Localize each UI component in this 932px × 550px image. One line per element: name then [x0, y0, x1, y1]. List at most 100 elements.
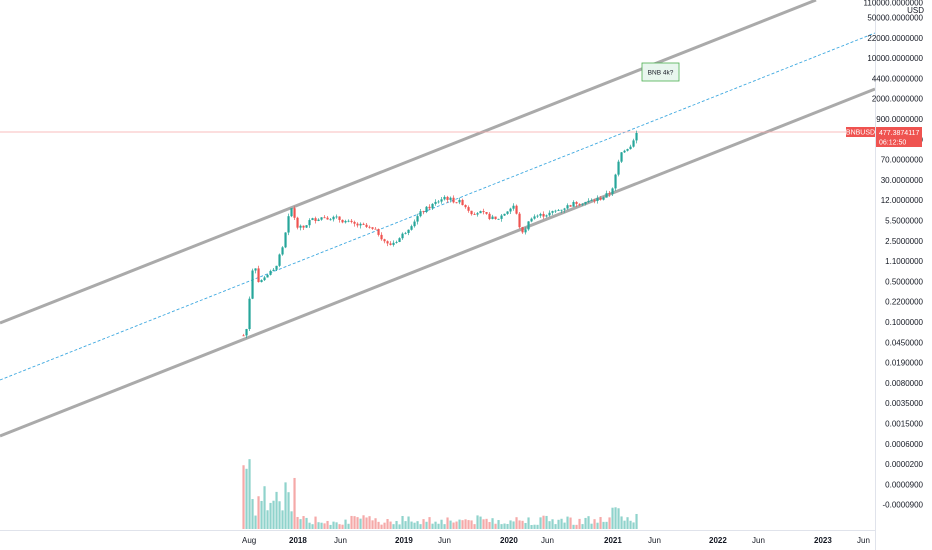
channel-mid-line[interactable] — [0, 32, 876, 381]
volume-bar — [368, 516, 371, 529]
price-axis-label: 22000.0000000 — [867, 34, 923, 43]
price-axis-label: 0.0015000 — [885, 420, 923, 429]
candle-body — [629, 146, 632, 150]
candle-body — [290, 208, 293, 217]
volume-bar — [284, 482, 287, 529]
candle-body — [536, 215, 539, 217]
candle-body — [479, 211, 482, 214]
candle-body — [341, 219, 344, 223]
volume-bar — [392, 524, 395, 529]
price-axis-label: 900.0000000 — [876, 115, 923, 124]
candle-body — [482, 211, 485, 213]
volume-bar — [608, 517, 611, 529]
candle-body — [350, 220, 353, 222]
candle-body — [587, 200, 590, 202]
candle-body — [368, 226, 371, 228]
candle-body — [434, 201, 437, 204]
volume-bar — [404, 521, 407, 529]
volume-bar — [296, 516, 299, 529]
volume-bar — [545, 515, 548, 529]
volume-bar — [590, 523, 593, 529]
volume-bar — [455, 521, 458, 529]
volume-bar — [554, 524, 557, 529]
time-axis-label: Jun — [857, 536, 870, 545]
volume-bar — [587, 516, 590, 529]
candle-body — [380, 234, 383, 240]
price-axis-label: 0.2200000 — [885, 298, 923, 307]
volume-bar — [281, 510, 284, 529]
candle-body — [305, 225, 308, 228]
volume-bar — [350, 515, 353, 529]
price-axis-label: 50000.0000000 — [867, 14, 923, 23]
volume-bar — [248, 459, 251, 529]
time-axis-label: 2023 — [814, 536, 832, 545]
volume-bar — [596, 522, 599, 529]
volume-bar — [365, 517, 368, 529]
volume-bar — [419, 524, 422, 529]
volume-bar — [326, 520, 329, 529]
volume-bar — [245, 468, 248, 529]
candle-body — [386, 241, 389, 244]
candle-body — [560, 209, 563, 211]
candle-body — [530, 218, 533, 222]
candle-body — [293, 208, 296, 218]
volume-bars — [242, 459, 638, 529]
price-axis-label: 110000.0000000 — [864, 0, 924, 8]
candle-body — [539, 213, 542, 216]
price-axis-label: 0.0000900 — [885, 480, 923, 489]
candle-body — [593, 200, 596, 202]
volume-bar — [335, 522, 338, 529]
candle-body — [596, 198, 599, 201]
volume-bar — [563, 522, 566, 529]
volume-bar — [446, 517, 449, 529]
candle-body — [542, 213, 545, 217]
candle-body — [632, 140, 635, 147]
candle-body — [353, 221, 356, 224]
volume-bar — [344, 519, 347, 529]
last-price-value: 477.3874117 — [879, 130, 919, 137]
candle-body — [329, 219, 332, 221]
volume-bar — [329, 524, 332, 529]
candle-body — [488, 213, 491, 219]
symbol-tag — [846, 127, 875, 137]
volume-bar — [578, 518, 581, 529]
candle-body — [326, 217, 329, 220]
volume-bar — [488, 522, 491, 529]
candle-body — [395, 241, 398, 243]
volume-bar — [548, 521, 551, 529]
candle-body — [545, 215, 548, 217]
candle-body — [413, 221, 416, 227]
channel-upper-line[interactable] — [0, 0, 817, 325]
candle-body — [365, 224, 368, 227]
candle-body — [446, 196, 449, 200]
volume-bar — [560, 518, 563, 529]
volume-bar — [401, 515, 404, 529]
volume-bar — [527, 517, 530, 529]
volume-bar — [242, 465, 245, 529]
volume-bar — [317, 522, 320, 529]
price-axis[interactable]: USD 110000.0000000 50000.0000000 22000.000… — [846, 0, 924, 550]
time-axis[interactable]: Aug 2018 Jun 2019 Jun 2020 Jun 2021 Jun 2022 Jun 20… — [0, 530, 875, 546]
annotation-note[interactable]: BNB 4k? — [641, 62, 680, 82]
candle-body — [251, 270, 254, 299]
volume-bar — [464, 519, 467, 529]
candle-body — [260, 280, 263, 283]
candle-body — [452, 197, 455, 203]
volume-bar — [257, 496, 260, 529]
volume-bar — [620, 516, 623, 529]
candle-body — [563, 208, 566, 210]
candle-body — [491, 216, 494, 219]
volume-bar — [266, 510, 269, 529]
volume-bar — [323, 523, 326, 529]
candle-body — [320, 217, 323, 220]
channel-lower-line[interactable] — [0, 87, 876, 438]
price-axis-label: 0.0450000 — [885, 338, 923, 347]
volume-bar — [260, 500, 263, 529]
countdown-value: 06:12:50 — [879, 140, 906, 147]
time-axis-label: Jun — [541, 536, 554, 545]
candle-body — [467, 207, 470, 211]
volume-bar — [515, 517, 518, 529]
time-axis-label: 2021 — [604, 536, 622, 545]
candle-body — [515, 205, 518, 214]
